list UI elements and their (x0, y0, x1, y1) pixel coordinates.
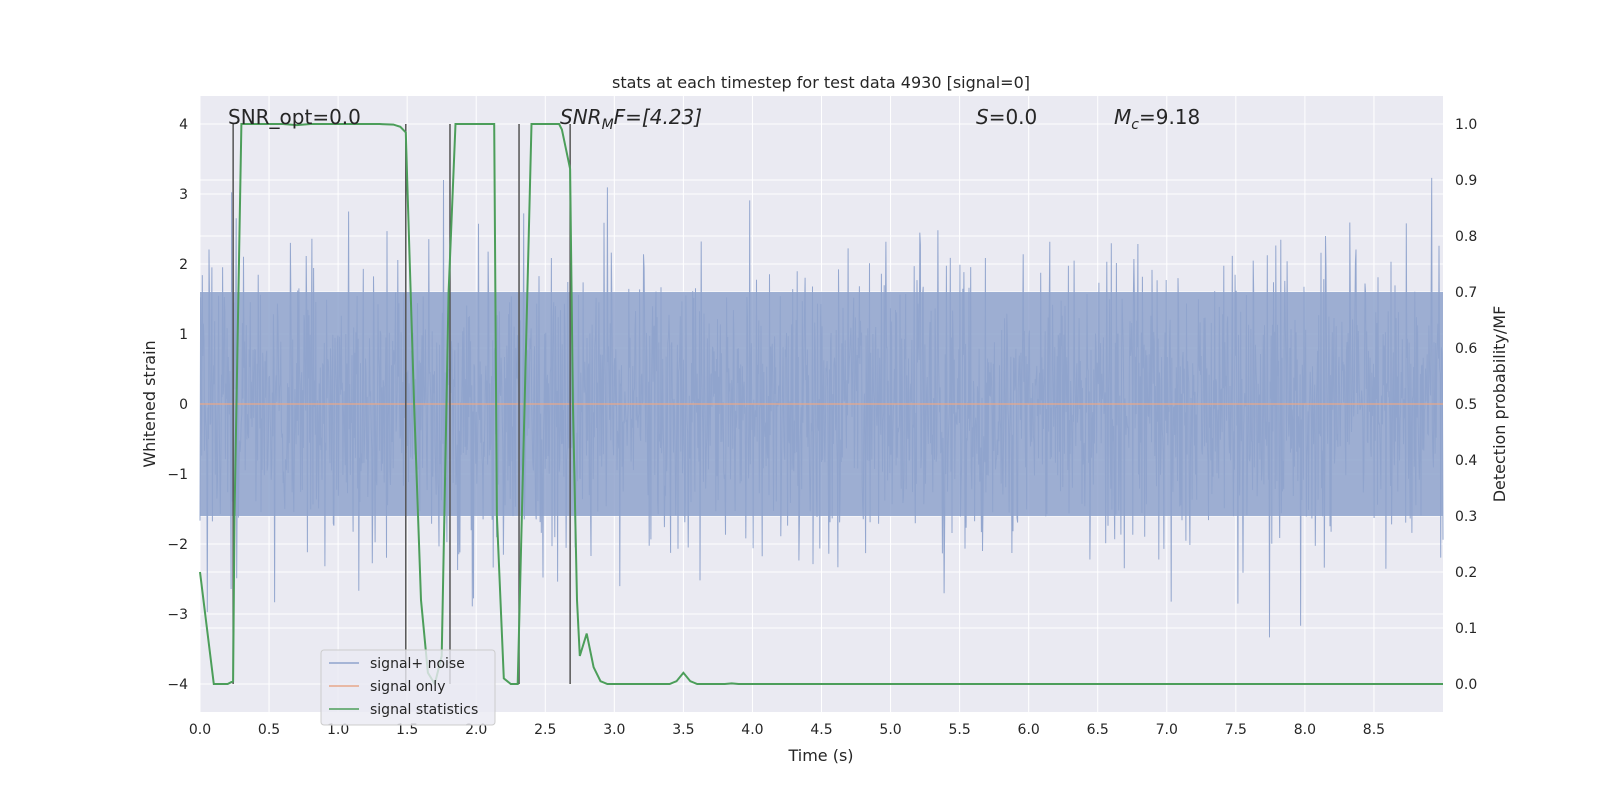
annotation-snr-mf-sub: M (602, 117, 614, 133)
y-right-tick-label: 0.0 (1455, 677, 1477, 693)
x-tick-label: 5.0 (879, 722, 901, 738)
x-tick-label: 3.0 (603, 722, 625, 738)
stat-line (199, 123, 1443, 687)
legend: signal+ noise signal only signal statist… (320, 649, 496, 726)
x-tick-label: 6.5 (1087, 722, 1109, 738)
y-left-tick-label: 1 (179, 327, 188, 343)
y-left-tick-label: 2 (179, 257, 188, 273)
x-tick-label: 6.0 (1018, 722, 1040, 738)
annotation-snr-mf: SNRMF=[4.23] (560, 105, 702, 133)
y-right-tick-label: 0.8 (1455, 229, 1477, 245)
y-right-tick-label: 0.9 (1455, 173, 1477, 189)
legend-box (320, 649, 496, 726)
annotation-s: S=0.0 (976, 105, 1037, 129)
y-right-tick-label: 0.6 (1455, 341, 1477, 357)
stat-trace (199, 123, 1443, 687)
y-left-tick-label: 0 (179, 397, 188, 413)
x-tick-label: 0.5 (258, 722, 280, 738)
annotation-mc: Mc=9.18 (1114, 105, 1200, 133)
x-tick-label: 1.0 (327, 722, 349, 738)
legend-label-noise: signal+ noise (370, 656, 465, 672)
x-tick-label: 3.5 (672, 722, 694, 738)
y-right-tick-label: 0.7 (1455, 285, 1477, 301)
annotation-mc-rest: =9.18 (1139, 105, 1200, 129)
y-right-tick-label: 1.0 (1455, 117, 1477, 133)
noise-trace (199, 177, 1444, 638)
y-axis-left-label: Whitened strain (140, 340, 159, 467)
y-left-tick-label: −3 (167, 607, 188, 623)
x-axis-label: Time (s) (787, 746, 853, 765)
x-tick-label: 8.0 (1294, 722, 1316, 738)
annotation-s-rest: =0.0 (989, 105, 1038, 129)
annotation-snr-opt: SNR_opt=0.0 (228, 105, 361, 129)
legend-label-statistics: signal statistics (370, 702, 478, 718)
y-right-tick-label: 0.4 (1455, 453, 1477, 469)
annotation-snr-mf-main: SNR (560, 105, 602, 129)
x-tick-label: 4.0 (741, 722, 763, 738)
y-right-tick-label: 0.3 (1455, 509, 1477, 525)
x-tick-label: 8.5 (1363, 722, 1385, 738)
chart-title: stats at each timestep for test data 493… (612, 73, 1030, 92)
annotation-s-main: S (976, 105, 989, 129)
y-left-tick-label: 4 (179, 117, 188, 133)
legend-label-signal-only: signal only (370, 679, 445, 695)
x-tick-label: 1.5 (396, 722, 418, 738)
x-tick-label: 4.5 (810, 722, 832, 738)
x-tick-label: 0.0 (189, 722, 211, 738)
y-right-tick-label: 0.1 (1455, 621, 1477, 637)
x-tick-label: 2.0 (465, 722, 487, 738)
y-left-tick-label: 3 (179, 187, 188, 203)
y-right-tick-label: 0.2 (1455, 565, 1477, 581)
y-left-tick-label: −2 (167, 537, 188, 553)
annotation-mc-sub: c (1131, 117, 1139, 133)
y-axis-right-label: Detection probability/MF (1490, 306, 1509, 503)
y-right-tick-label: 0.5 (1455, 397, 1477, 413)
x-tick-label: 2.5 (534, 722, 556, 738)
annotation-mc-main: M (1114, 105, 1131, 129)
tick-labels: 0.0 0.5 1.0 1.5 2.0 2.5 3.0 3.5 4.0 4.5 5.0 5.5 6.0 6… (167, 117, 1477, 738)
y-left-tick-label: −4 (167, 677, 188, 693)
x-tick-label: 7.0 (1156, 722, 1178, 738)
x-tick-label: 7.5 (1225, 722, 1247, 738)
annotation-snr-mf-rest: F=[4.23] (614, 105, 702, 129)
y-left-tick-label: −1 (167, 467, 188, 483)
x-tick-label: 5.5 (948, 722, 970, 738)
